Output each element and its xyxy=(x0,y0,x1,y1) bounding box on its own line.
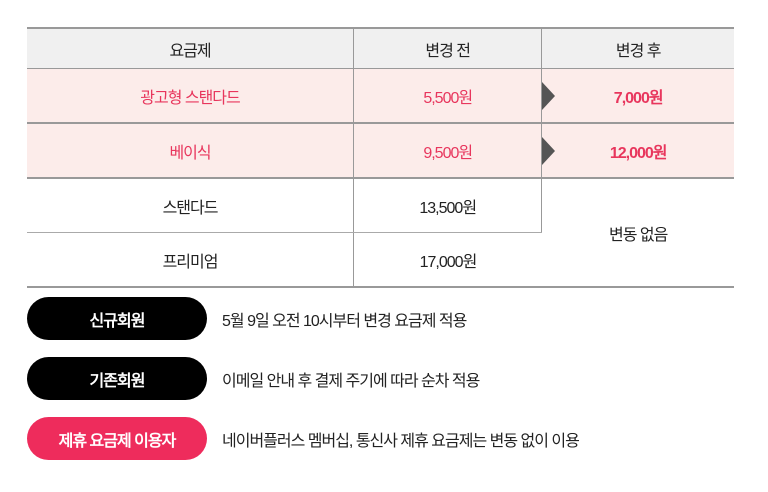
price-after: 7,000원 xyxy=(613,89,664,107)
note-text: 네이버플러스 멤버십, 통신사 제휴 요금제는 변동 없이 이용 xyxy=(222,432,580,450)
no-change: 변동 없음 xyxy=(541,178,734,288)
price-before: 13,500원 xyxy=(353,178,543,233)
table-header: 요금제 변경 전 변경 후 xyxy=(27,27,734,69)
price-after: 12,000원 xyxy=(609,144,668,162)
price-before: 9,500원 xyxy=(353,123,543,179)
plan-name: 광고형 스탠다드 xyxy=(27,68,355,124)
table-row: 광고형 스탠다드 5,500원 7,000원 xyxy=(27,68,734,124)
new-member-badge: 신규회원 xyxy=(27,297,207,340)
price-before: 17,000원 xyxy=(353,232,542,288)
note-row: 제휴 요금제 이용자 네이버플러스 멤버십, 통신사 제휴 요금제는 변동 없이… xyxy=(27,417,580,460)
table-row: 프리미엄 17,000원 xyxy=(27,232,734,288)
plan-name: 스탠다드 xyxy=(27,178,355,233)
price-after-cell: 12,000원 xyxy=(541,123,734,179)
table-row: 스탠다드 13,500원 변동 없음 xyxy=(27,178,734,288)
note-text: 5월 9일 오전 10시부터 변경 요금제 적용 xyxy=(222,312,467,330)
table-row: 베이식 9,500원 12,000원 xyxy=(27,123,734,179)
arrow-right-icon xyxy=(542,136,556,165)
header-plan: 요금제 xyxy=(27,27,355,69)
price-table: 요금제 변경 전 변경 후 광고형 스탠다드 5,500원 7,000원 베이식… xyxy=(27,27,734,288)
partner-plan-badge: 제휴 요금제 이용자 xyxy=(27,417,207,460)
note-row: 신규회원 5월 9일 오전 10시부터 변경 요금제 적용 xyxy=(27,297,467,340)
note-row: 기존회원 이메일 안내 후 결제 주기에 따라 순차 적용 xyxy=(27,357,480,400)
header-after: 변경 후 xyxy=(541,27,734,69)
existing-member-badge: 기존회원 xyxy=(27,357,207,400)
price-after-cell: 7,000원 xyxy=(541,68,734,124)
plan-name: 프리미엄 xyxy=(27,232,355,288)
plan-name: 베이식 xyxy=(27,123,355,179)
arrow-right-icon xyxy=(542,81,556,110)
header-before: 변경 전 xyxy=(353,27,543,69)
note-text: 이메일 안내 후 결제 주기에 따라 순차 적용 xyxy=(222,372,480,390)
price-before: 5,500원 xyxy=(353,68,543,124)
